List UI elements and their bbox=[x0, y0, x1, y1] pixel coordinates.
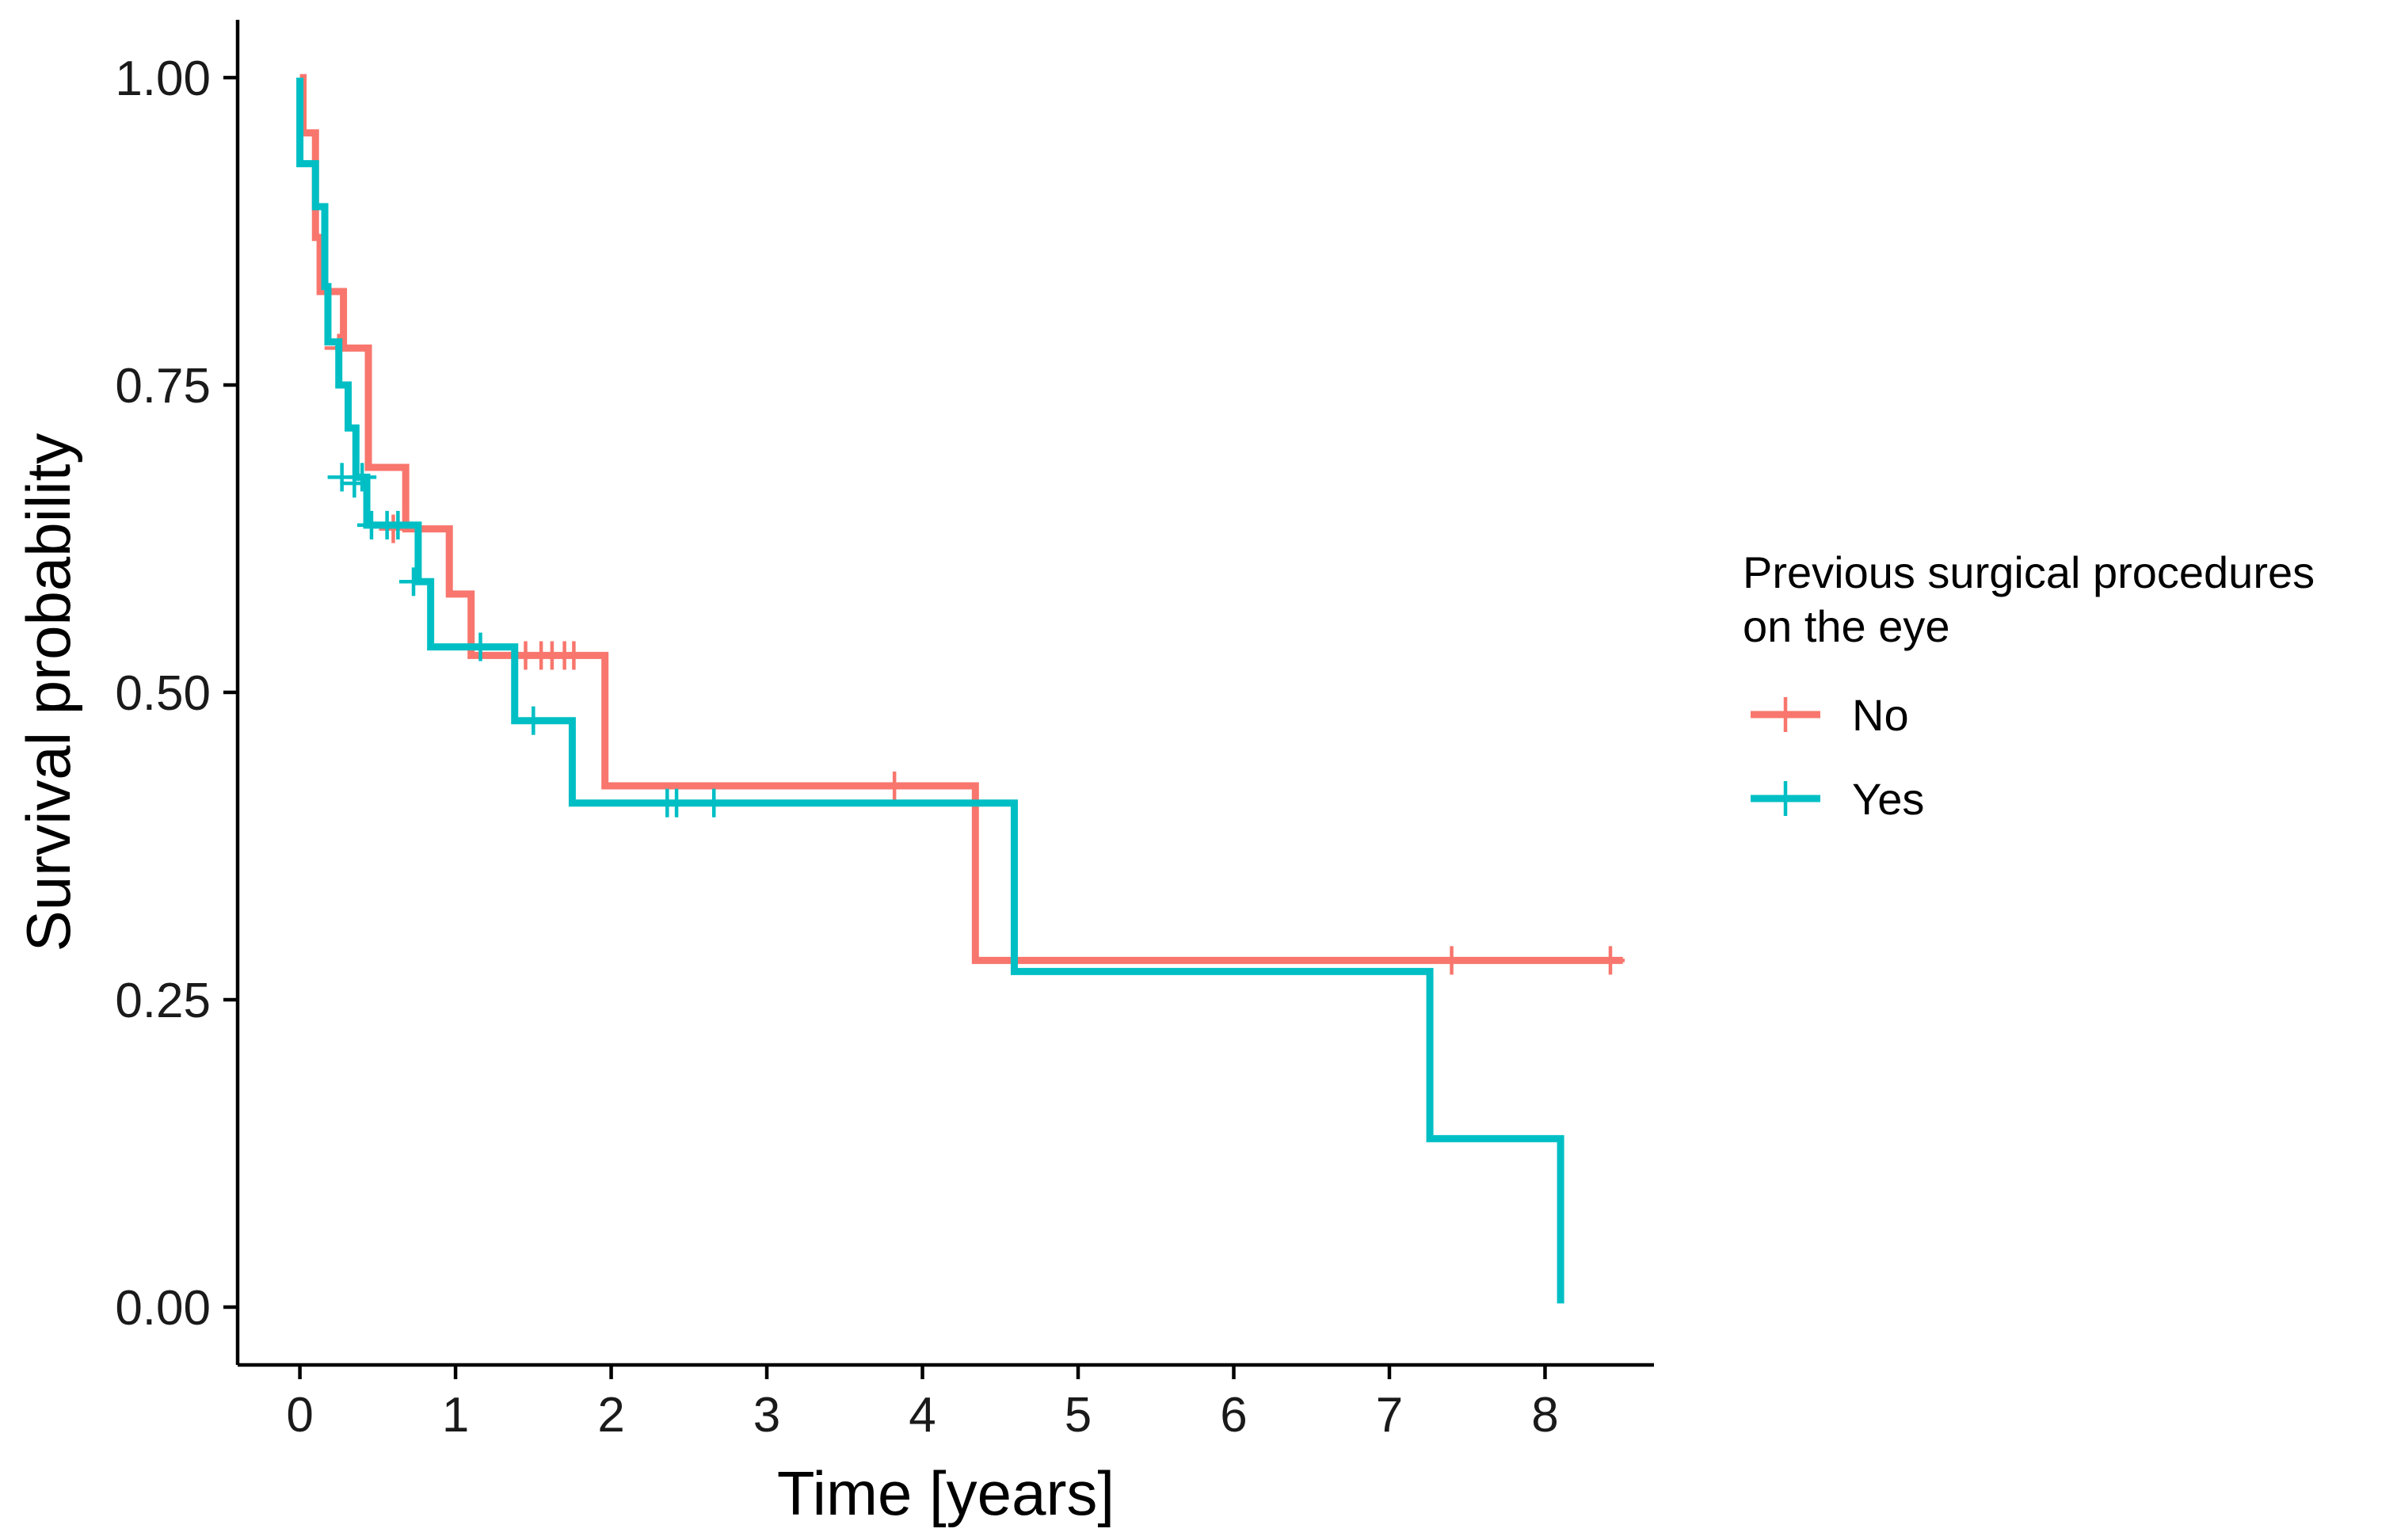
x-tick-label: 5 bbox=[1065, 1388, 1092, 1443]
legend-label-yes: Yes bbox=[1852, 774, 1924, 824]
axes: 0 1 2 3 4 5 6 7 8 0.00 0.25 0.50 0.75 1.00 Time [years… bbox=[13, 20, 1654, 1528]
legend-title-line: on the eye bbox=[1743, 601, 1950, 651]
x-tick-label: 1 bbox=[442, 1388, 469, 1443]
series-no bbox=[299, 74, 1625, 975]
y-axis-title: Survival probability bbox=[13, 433, 83, 952]
km-line-no bbox=[299, 74, 1623, 964]
censor-mark bbox=[383, 510, 413, 539]
plot-area bbox=[296, 74, 1625, 1304]
x-tick-label: 6 bbox=[1220, 1388, 1247, 1443]
y-tick-label: 0.00 bbox=[115, 1281, 211, 1336]
censor-mark bbox=[1595, 946, 1625, 975]
legend-title-line: Previous surgical procedures bbox=[1743, 547, 2315, 597]
censor-mark bbox=[662, 788, 692, 818]
censor-mark bbox=[1437, 946, 1466, 975]
y-tick-label: 0.75 bbox=[115, 359, 211, 414]
y-tick-label: 0.25 bbox=[115, 974, 211, 1028]
legend-key-yes bbox=[1751, 781, 1820, 816]
legend-key-no bbox=[1751, 697, 1820, 732]
y-tick-label: 0.50 bbox=[115, 666, 211, 721]
censor-mark bbox=[880, 771, 909, 800]
censor-mark bbox=[379, 514, 408, 543]
censor-mark bbox=[466, 632, 495, 661]
legend-label-no: No bbox=[1852, 690, 1909, 740]
series-yes bbox=[296, 77, 1564, 1304]
km-line-yes bbox=[296, 77, 1564, 1304]
x-tick-label: 8 bbox=[1531, 1388, 1558, 1443]
censor-mark bbox=[559, 641, 589, 670]
censor-mark bbox=[699, 788, 729, 818]
y-tick-label: 1.00 bbox=[115, 51, 211, 106]
x-tick-label: 0 bbox=[286, 1388, 313, 1443]
x-tick-label: 3 bbox=[753, 1388, 780, 1443]
censor-mark bbox=[399, 567, 429, 597]
censor-mark bbox=[348, 463, 377, 492]
x-tick-label: 2 bbox=[597, 1388, 624, 1443]
censor-mark bbox=[519, 706, 548, 735]
x-tick-label: 4 bbox=[909, 1388, 936, 1443]
x-tick-label: 7 bbox=[1376, 1388, 1403, 1443]
x-axis-title: Time [years] bbox=[777, 1458, 1115, 1528]
